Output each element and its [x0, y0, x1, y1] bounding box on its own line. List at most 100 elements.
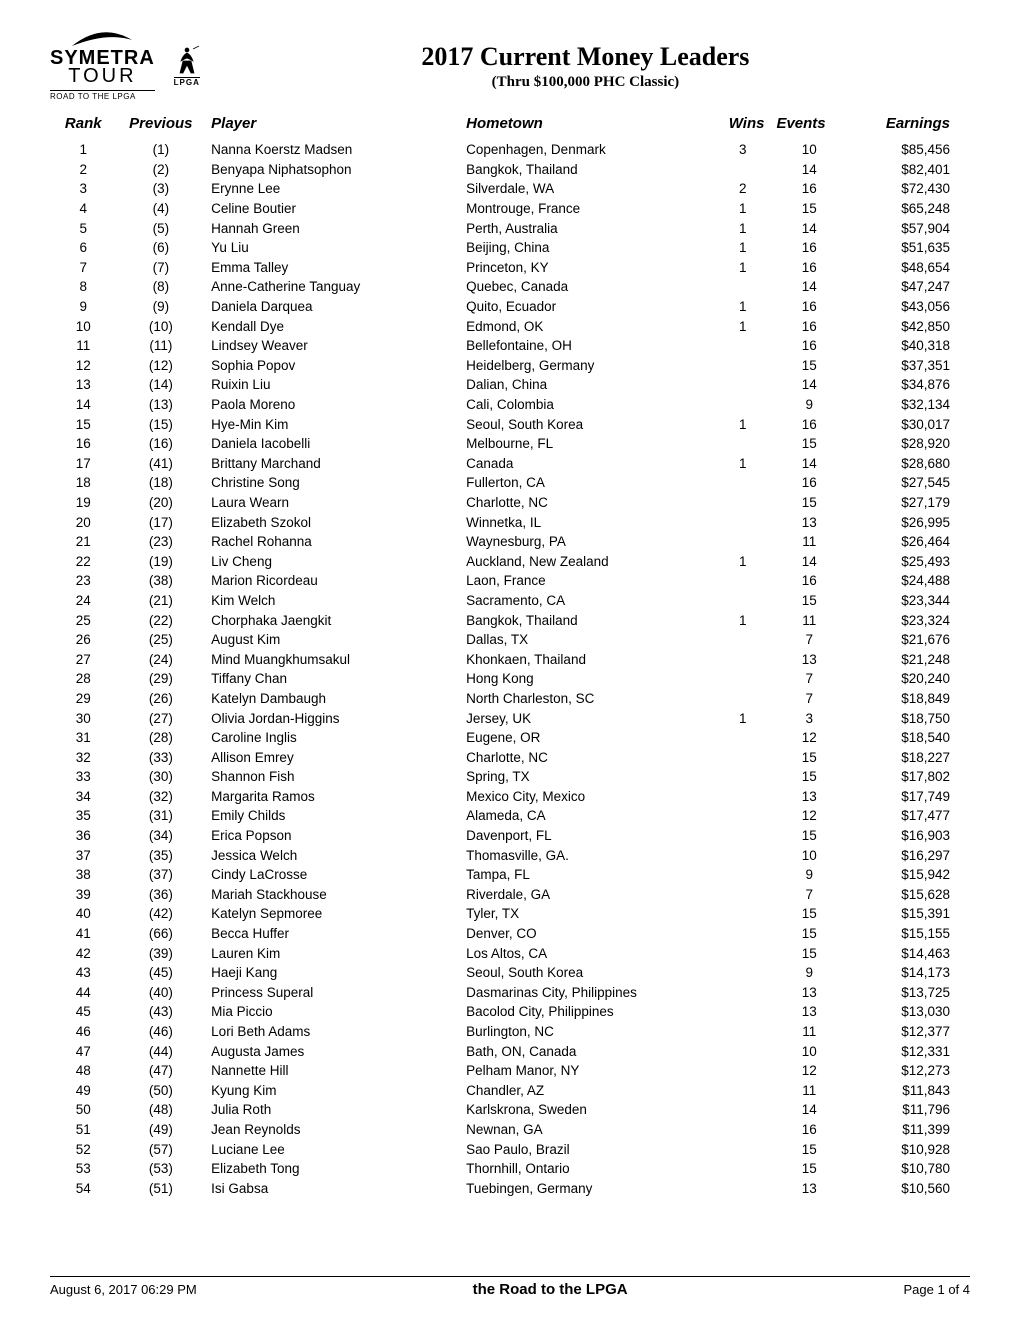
table-row: 19(20)Laura WearnCharlotte, NC15$27,179 — [50, 493, 970, 513]
cell-previous: (16) — [117, 434, 206, 454]
cell-rank: 41 — [50, 924, 117, 944]
cell-previous: (38) — [117, 571, 206, 591]
table-row: 16(16)Daniela IacobelliMelbourne, FL15$2… — [50, 434, 970, 454]
cell-events: 3 — [770, 708, 848, 728]
cell-earnings: $23,344 — [848, 591, 970, 611]
cell-wins: 1 — [715, 316, 770, 336]
cell-hometown: Perth, Australia — [460, 218, 715, 238]
cell-previous: (26) — [117, 689, 206, 709]
table-row: 34(32)Margarita RamosMexico City, Mexico… — [50, 787, 970, 807]
table-row: 30(27)Olivia Jordan-HigginsJersey, UK13$… — [50, 708, 970, 728]
cell-rank: 35 — [50, 806, 117, 826]
cell-previous: (39) — [117, 943, 206, 963]
cell-previous: (34) — [117, 826, 206, 846]
cell-earnings: $15,628 — [848, 885, 970, 905]
table-row: 4(4)Celine BoutierMontrouge, France115$6… — [50, 199, 970, 219]
cell-previous: (25) — [117, 630, 206, 650]
cell-player: Kendall Dye — [205, 316, 460, 336]
cell-earnings: $12,331 — [848, 1041, 970, 1061]
cell-player: Yu Liu — [205, 238, 460, 258]
cell-wins: 1 — [715, 708, 770, 728]
cell-hometown: Spring, TX — [460, 767, 715, 787]
cell-earnings: $10,560 — [848, 1178, 970, 1198]
logos: SYMETRA TOUR ROAD TO THE LPGA LPGA — [50, 30, 201, 101]
cell-wins: 1 — [715, 454, 770, 474]
table-row: 45(43)Mia PiccioBacolod City, Philippine… — [50, 1002, 970, 1022]
cell-rank: 22 — [50, 551, 117, 571]
cell-player: Chorphaka Jaengkit — [205, 610, 460, 630]
cell-wins — [715, 689, 770, 709]
cell-player: Cindy LaCrosse — [205, 865, 460, 885]
cell-wins — [715, 512, 770, 532]
cell-player: Jessica Welch — [205, 845, 460, 865]
road-text: ROAD TO THE LPGA — [50, 90, 155, 101]
cell-rank: 29 — [50, 689, 117, 709]
cell-hometown: Quito, Ecuador — [460, 297, 715, 317]
cell-hometown: Thornhill, Ontario — [460, 1159, 715, 1179]
cell-events: 7 — [770, 689, 848, 709]
cell-wins — [715, 532, 770, 552]
cell-events: 13 — [770, 512, 848, 532]
cell-rank: 33 — [50, 767, 117, 787]
cell-hometown: Seoul, South Korea — [460, 963, 715, 983]
table-row: 9(9)Daniela DarqueaQuito, Ecuador116$43,… — [50, 297, 970, 317]
cell-player: Tiffany Chan — [205, 669, 460, 689]
cell-earnings: $16,297 — [848, 845, 970, 865]
cell-previous: (30) — [117, 767, 206, 787]
cell-earnings: $10,928 — [848, 1139, 970, 1159]
cell-events: 15 — [770, 924, 848, 944]
col-rank: Rank — [50, 111, 117, 140]
cell-events: 7 — [770, 885, 848, 905]
cell-earnings: $85,456 — [848, 140, 970, 160]
cell-hometown: Alameda, CA — [460, 806, 715, 826]
cell-previous: (44) — [117, 1041, 206, 1061]
cell-earnings: $17,802 — [848, 767, 970, 787]
cell-previous: (6) — [117, 238, 206, 258]
cell-hometown: Princeton, KY — [460, 258, 715, 278]
cell-earnings: $26,464 — [848, 532, 970, 552]
cell-hometown: Melbourne, FL — [460, 434, 715, 454]
table-row: 7(7)Emma TalleyPrinceton, KY116$48,654 — [50, 258, 970, 278]
cell-previous: (27) — [117, 708, 206, 728]
cell-previous: (24) — [117, 649, 206, 669]
cell-wins — [715, 493, 770, 513]
cell-hometown: Davenport, FL — [460, 826, 715, 846]
cell-previous: (47) — [117, 1061, 206, 1081]
table-row: 44(40)Princess SuperalDasmarinas City, P… — [50, 983, 970, 1003]
cell-earnings: $82,401 — [848, 160, 970, 180]
footer: August 6, 2017 06:29 PM the Road to the … — [50, 1276, 970, 1298]
cell-hometown: Bangkok, Thailand — [460, 610, 715, 630]
cell-hometown: Heidelberg, Germany — [460, 356, 715, 376]
table-row: 36(34)Erica PopsonDavenport, FL15$16,903 — [50, 826, 970, 846]
cell-rank: 37 — [50, 845, 117, 865]
cell-previous: (20) — [117, 493, 206, 513]
table-row: 13(14)Ruixin LiuDalian, China14$34,876 — [50, 375, 970, 395]
table-row: 10(10)Kendall DyeEdmond, OK116$42,850 — [50, 316, 970, 336]
cell-player: Elizabeth Szokol — [205, 512, 460, 532]
cell-player: Erynne Lee — [205, 179, 460, 199]
cell-hometown: Tyler, TX — [460, 904, 715, 924]
table-row: 18(18)Christine SongFullerton, CA16$27,5… — [50, 473, 970, 493]
cell-wins: 1 — [715, 258, 770, 278]
cell-player: Shannon Fish — [205, 767, 460, 787]
cell-earnings: $12,377 — [848, 1022, 970, 1042]
cell-earnings: $27,179 — [848, 493, 970, 513]
table-row: 24(21)Kim WelchSacramento, CA15$23,344 — [50, 591, 970, 611]
cell-events: 16 — [770, 571, 848, 591]
golfer-icon — [173, 45, 201, 77]
cell-hometown: Copenhagen, Denmark — [460, 140, 715, 160]
cell-earnings: $40,318 — [848, 336, 970, 356]
table-row: 51(49)Jean ReynoldsNewnan, GA16$11,399 — [50, 1120, 970, 1140]
cell-previous: (22) — [117, 610, 206, 630]
cell-earnings: $23,324 — [848, 610, 970, 630]
col-hometown: Hometown — [460, 111, 715, 140]
cell-player: Augusta James — [205, 1041, 460, 1061]
cell-rank: 17 — [50, 454, 117, 474]
cell-earnings: $21,248 — [848, 649, 970, 669]
cell-events: 13 — [770, 649, 848, 669]
cell-events: 15 — [770, 826, 848, 846]
cell-hometown: Jersey, UK — [460, 708, 715, 728]
page-content: SYMETRA TOUR ROAD TO THE LPGA LPGA 2017 … — [0, 0, 1020, 1198]
cell-player: August Kim — [205, 630, 460, 650]
cell-player: Daniela Darquea — [205, 297, 460, 317]
